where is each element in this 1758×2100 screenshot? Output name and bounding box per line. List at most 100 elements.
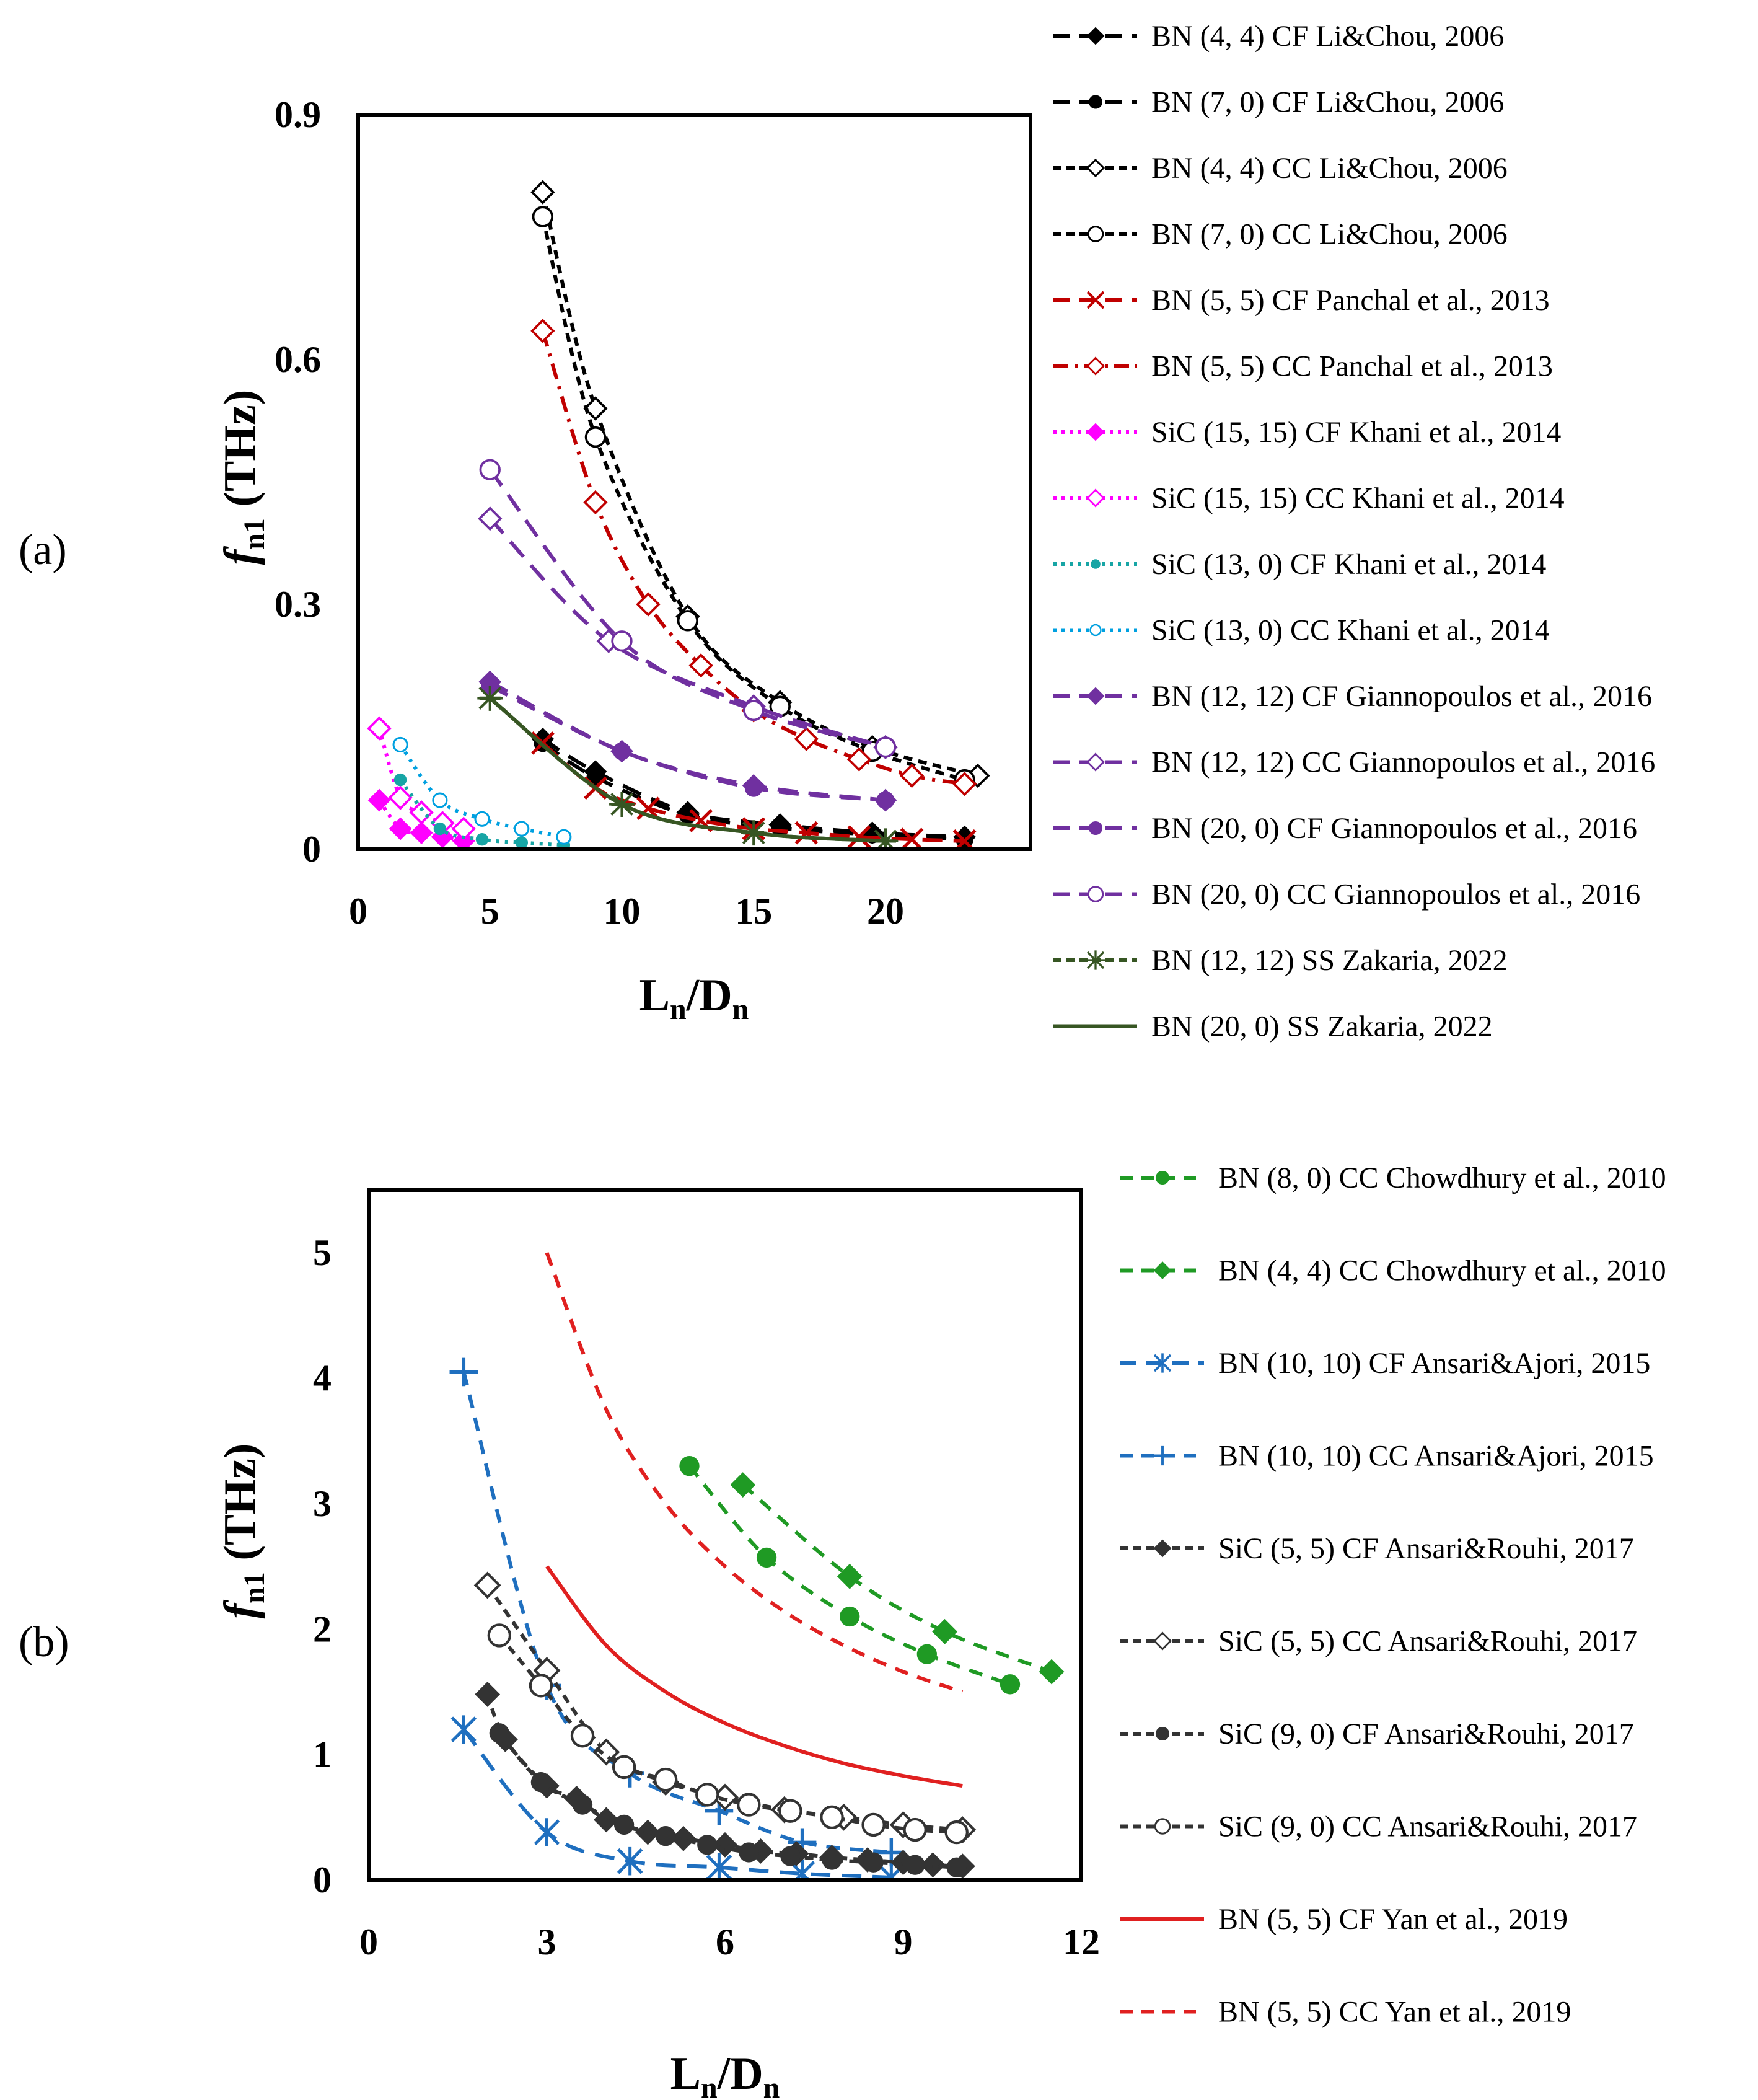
panel-a-series-2-point-0 — [530, 180, 555, 205]
panel-b-series-1-line — [741, 1483, 1053, 1674]
legend-label: SiC (13, 0) CF Khani et al., 2014 — [1151, 548, 1546, 581]
panel-a: (a) 0 5 10 15 20 0 0.3 0.6 0.9 Ln/Dn fn1 (THz) B… — [19, 20, 1655, 1043]
panel-b-legend-item-0: BN (8, 0) CC Chowdhury et al., 2010 — [1120, 1162, 1666, 1194]
legend-marker-sample — [1153, 1539, 1172, 1558]
legend-marker-sample — [1153, 1445, 1172, 1466]
panel-b-series-0-point-1 — [756, 1547, 777, 1568]
legend-marker-sample — [1154, 1818, 1171, 1835]
panel-a-series-4-point-5 — [794, 821, 819, 845]
panel-a-series-2 — [530, 180, 990, 788]
panel-a-series-13 — [479, 459, 897, 758]
panel-a-series-8-point-0 — [393, 773, 407, 787]
panel-b-legend-item-3: BN (10, 10) CC Ansari&Ajori, 2015 — [1120, 1440, 1654, 1473]
panel-a-series-7-point-1 — [388, 785, 413, 810]
panel-a-legend-item-11: BN (12, 12) CC Giannopoulos et al., 2016 — [1053, 746, 1655, 779]
panel-a-y-tick-label: 0.3 — [275, 584, 321, 625]
panel-b-series-6 — [489, 1723, 967, 1877]
panel-a-series-5-point-2 — [636, 592, 661, 617]
legend-marker-sample — [1091, 559, 1101, 569]
legend-label: BN (12, 12) CC Giannopoulos et al., 2016 — [1151, 746, 1655, 779]
panel-b-series-2-point-3 — [706, 1853, 732, 1880]
panel-b-series-9 — [545, 1252, 964, 1694]
panel-a-x-axis-title: Ln/Dn — [639, 970, 749, 1026]
panel-a-legend-item-1: BN (7, 0) CF Li&Chou, 2006 — [1053, 86, 1504, 119]
panel-a-series-9-point-0 — [392, 736, 408, 753]
panel-b-series-6-point-2 — [572, 1794, 593, 1815]
panel-b-x-axis-title: Ln/Dn — [670, 2049, 780, 2100]
panel-a-x-tick-label: 15 — [735, 891, 772, 932]
panel-a-legend-item-5: BN (5, 5) CC Panchal et al., 2013 — [1053, 350, 1553, 383]
panel-a-series-11-point-0 — [478, 506, 503, 531]
panel-a-series-3-point-0 — [532, 206, 554, 227]
legend-label: BN (4, 4) CC Li&Chou, 2006 — [1151, 152, 1508, 185]
legend-label: BN (12, 12) SS Zakaria, 2022 — [1151, 944, 1508, 977]
legend-marker-sample — [1086, 158, 1105, 178]
panel-b-legend-item-8: BN (5, 5) CF Yan et al., 2019 — [1120, 1903, 1568, 1936]
legend-label: BN (20, 0) CF Giannopoulos et al., 2016 — [1151, 812, 1637, 845]
legend-label: BN (5, 5) CF Yan et al., 2019 — [1218, 1903, 1568, 1936]
legend-label: SiC (13, 0) CC Khani et al., 2014 — [1151, 614, 1550, 647]
panel-b-x-tick-label: 6 — [716, 1921, 734, 1962]
legend-label: SiC (5, 5) CC Ansari&Rouhi, 2017 — [1218, 1625, 1637, 1658]
panel-b-series-3-line — [462, 1371, 892, 1855]
legend-label: BN (12, 12) CF Giannopoulos et al., 2016 — [1151, 680, 1652, 713]
panel-b-series-1-point-1 — [837, 1563, 863, 1589]
panel-a-label: (a) — [19, 526, 67, 574]
legend-label: SiC (9, 0) CF Ansari&Rouhi, 2017 — [1218, 1718, 1634, 1750]
panel-b-series-2-point-2 — [617, 1846, 643, 1876]
panel-b-series-7-point-5 — [695, 1783, 719, 1807]
panel-b-y-tick-label: 4 — [313, 1358, 332, 1399]
panel-a-series-12-point-1 — [613, 742, 631, 761]
panel-b-series-6-point-7 — [780, 1846, 801, 1866]
panel-a-series-15-line — [488, 697, 886, 843]
panel-a-legend-item-15: BN (20, 0) SS Zakaria, 2022 — [1053, 1010, 1493, 1043]
legend-marker-sample — [1086, 356, 1105, 376]
panel-b-series-6-point-4 — [656, 1826, 676, 1846]
panel-b-series-7-point-4 — [653, 1767, 678, 1792]
panel-b-series-2-point-4 — [789, 1860, 815, 1880]
panel-a-series-9-point-1 — [432, 792, 448, 808]
panel-a-series-12 — [481, 677, 895, 810]
panel-a-y-tick-label: 0.9 — [275, 94, 321, 135]
panel-a-series-15 — [479, 696, 896, 843]
panel-b-plot-frame — [367, 1188, 1083, 1882]
panel-b-series-6-point-10 — [905, 1855, 925, 1875]
panel-a-legend-item-13: BN (20, 0) CC Giannopoulos et al., 2016 — [1053, 878, 1640, 911]
legend-marker-sample — [1087, 226, 1104, 242]
panel-b-legend-item-4: SiC (5, 5) CF Ansari&Rouhi, 2017 — [1120, 1532, 1634, 1565]
panel-b-series-9-line — [545, 1252, 964, 1694]
panel-b-series-6-point-6 — [739, 1842, 759, 1863]
panel-a-series-6-point-0 — [367, 788, 391, 812]
panel-a-series-7 — [367, 716, 476, 841]
legend-marker-sample — [1155, 1170, 1170, 1185]
panel-a-series-13-point-1 — [611, 630, 633, 652]
panel-a-series-5-point-3 — [688, 653, 713, 678]
panel-a-series-8-point-3 — [515, 836, 529, 849]
panel-a-x-tick-label: 0 — [349, 891, 367, 932]
panel-a-legend-item-8: SiC (13, 0) CF Khani et al., 2014 — [1053, 548, 1546, 581]
panel-b-series-5-point-0 — [473, 1571, 501, 1599]
panel-a-series-8-point-2 — [475, 833, 489, 846]
legend-marker-sample — [1153, 1631, 1172, 1651]
panel-b-series-7-point-7 — [778, 1799, 802, 1823]
legend-marker-sample — [1086, 291, 1105, 309]
panel-b-series-1-point-2 — [932, 1618, 957, 1644]
panel-b-series-1-point-0 — [730, 1472, 756, 1498]
panel-b-series-0 — [679, 1456, 1021, 1695]
panel-b-series-4-point-13 — [920, 1852, 946, 1878]
legend-label: BN (20, 0) SS Zakaria, 2022 — [1151, 1010, 1493, 1043]
panel-a-series-9-point-4 — [556, 829, 572, 845]
panel-a-legend-item-6: SiC (15, 15) CF Khani et al., 2014 — [1053, 416, 1561, 449]
legend-marker-sample — [1086, 950, 1105, 970]
panel-a-series-7-point-4 — [451, 816, 476, 841]
legend-marker-sample — [1086, 423, 1105, 441]
panel-b-series-6-point-8 — [822, 1850, 842, 1870]
panel-a-series-5-point-5 — [794, 726, 819, 751]
panel-a-x-tick-label: 5 — [481, 891, 499, 932]
legend-marker-sample — [1155, 1726, 1170, 1741]
panel-b-y-axis-title: fn1 (THz) — [215, 1444, 271, 1619]
panel-b-y-tick-label: 1 — [313, 1734, 332, 1775]
panel-b-series-7-point-6 — [737, 1793, 761, 1817]
panel-a-series-12-point-3 — [876, 791, 895, 810]
panel-a-series-13-point-0 — [479, 459, 501, 480]
